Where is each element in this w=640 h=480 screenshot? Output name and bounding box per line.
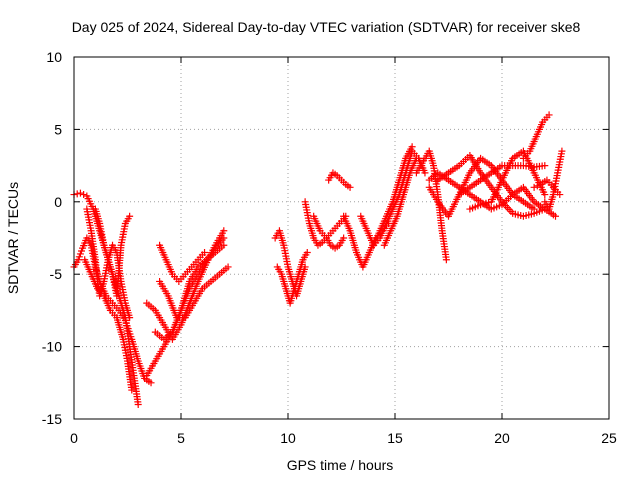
series-track-k <box>271 227 309 300</box>
y-tick-label: -5 <box>50 266 63 282</box>
data-point <box>128 386 136 394</box>
data-point <box>220 241 228 249</box>
series-track-l <box>273 248 311 307</box>
tick-labels: 0 5 10 15 20 25 -15 -10 -5 0 5 10 <box>42 49 617 446</box>
data-point <box>545 111 553 119</box>
data-point <box>147 379 155 387</box>
series-track-j <box>156 241 209 285</box>
series-track-f <box>143 234 228 380</box>
data-point <box>201 248 209 256</box>
series-track-e <box>91 205 134 300</box>
y-tick-label: 5 <box>54 121 62 137</box>
series-track-w <box>434 151 549 220</box>
series-track-r <box>370 147 429 249</box>
x-axis-label: GPS time / hours <box>287 457 394 473</box>
data-point <box>552 212 559 220</box>
data-point <box>541 162 549 170</box>
data-point <box>303 248 311 256</box>
x-tick-label: 20 <box>494 430 510 446</box>
series-track-i <box>156 263 232 322</box>
data-point <box>346 183 354 191</box>
plot-frame <box>73 56 610 420</box>
x-tick-label: 25 <box>601 430 617 446</box>
chart-title: Day 025 of 2024, Sidereal Day-to-day VTE… <box>72 19 581 35</box>
series-track-s <box>380 154 420 249</box>
data-point <box>134 401 142 409</box>
x-tick-label: 5 <box>177 430 185 446</box>
data-point <box>558 147 566 155</box>
y-tick-label: -15 <box>42 411 62 427</box>
series-track-m <box>301 198 348 252</box>
series-track-ab <box>541 147 566 213</box>
data-point <box>76 189 84 197</box>
y-axis-label: SDTVAR / TECUs <box>5 182 21 294</box>
data-point <box>412 154 420 162</box>
grid-lines <box>74 57 609 419</box>
x-tick-label: 0 <box>70 430 78 446</box>
data-point <box>340 234 348 242</box>
data-point-interp <box>533 182 541 190</box>
y-tick-label: 10 <box>46 49 62 65</box>
series-track-n <box>310 212 350 242</box>
data-point-interp <box>80 191 88 199</box>
data-point <box>442 256 450 264</box>
data-point <box>224 263 232 271</box>
x-tick-label: 10 <box>280 430 296 446</box>
series-track-z <box>519 111 553 162</box>
y-tick-label: 0 <box>54 194 62 210</box>
series-track-o <box>325 169 354 191</box>
data-point <box>556 191 564 199</box>
y-tick-label: -10 <box>42 339 62 355</box>
data-point <box>126 314 134 322</box>
series-track-aa <box>530 176 564 199</box>
axis-ticks <box>73 56 610 420</box>
data-points <box>70 111 566 409</box>
series-track-y <box>466 147 549 213</box>
data-point-interp <box>73 190 81 198</box>
data-point <box>421 169 429 177</box>
data-point <box>220 227 228 235</box>
data-point <box>126 212 134 220</box>
series-track-g <box>143 227 228 343</box>
data-point <box>541 191 549 199</box>
data-point <box>530 183 538 191</box>
x-tick-label: 15 <box>387 430 403 446</box>
